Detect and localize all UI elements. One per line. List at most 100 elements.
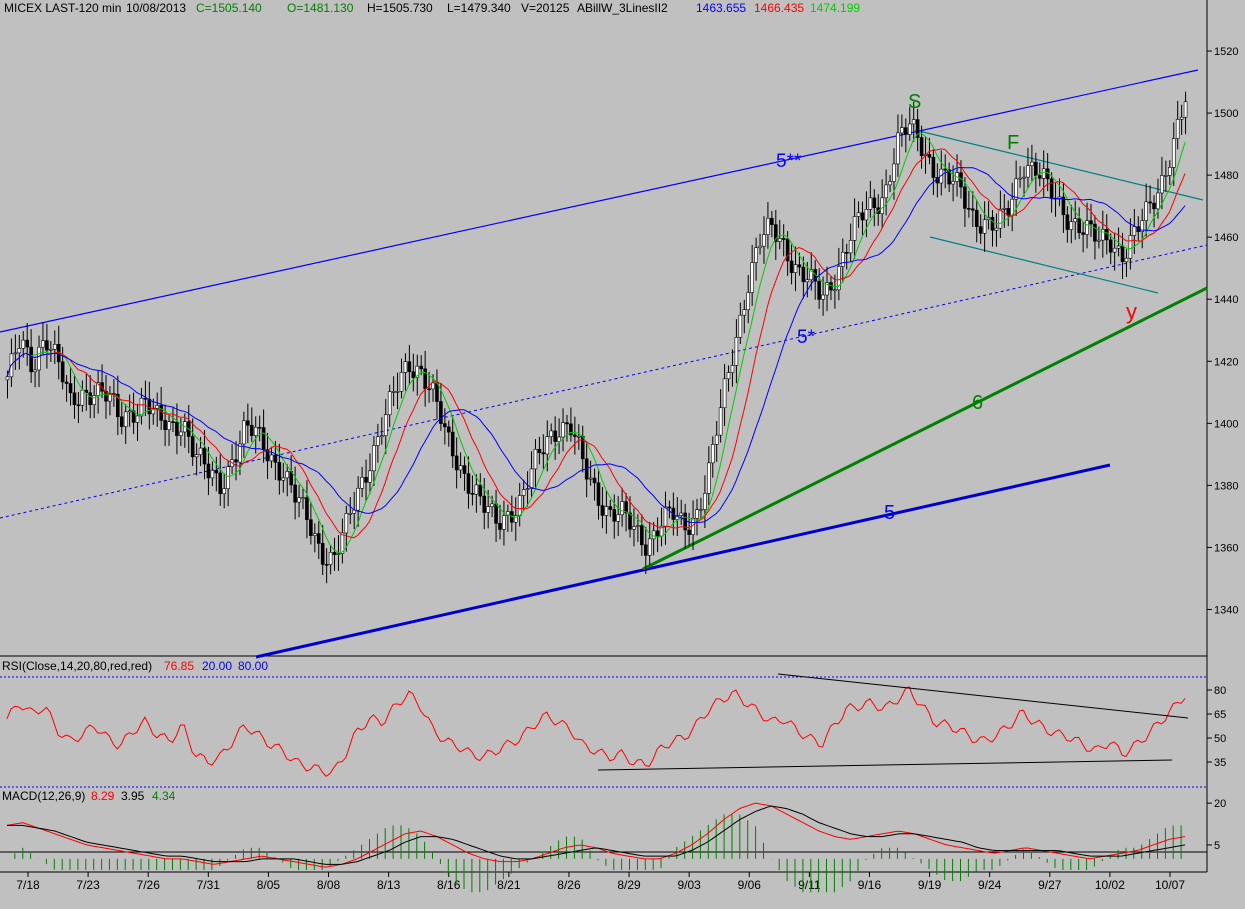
candle <box>726 365 731 392</box>
candle-body <box>817 280 821 300</box>
candle-body <box>707 462 711 494</box>
candle <box>766 202 770 249</box>
candle <box>139 387 144 425</box>
rsi-line <box>6 686 1186 777</box>
candle-body <box>750 262 754 293</box>
open-label: O=1481.130 <box>287 1 354 15</box>
candle-body <box>576 435 581 438</box>
time-tick-label: 9/03 <box>677 878 701 892</box>
candle <box>206 446 211 496</box>
symbol-label: MICEX LAST-120 min <box>4 1 121 15</box>
candle <box>238 430 242 476</box>
candle <box>246 403 250 444</box>
candle <box>116 375 120 436</box>
candle <box>427 371 431 403</box>
candle <box>900 114 904 147</box>
candle-body <box>25 339 30 348</box>
candle-body <box>545 436 550 455</box>
candle-body <box>155 405 160 409</box>
candle-body <box>640 525 644 546</box>
candle <box>576 424 581 450</box>
rsi-high-level: 80.00 <box>238 659 268 673</box>
candle-body <box>730 365 735 373</box>
time-tick-label: 9/16 <box>858 878 882 892</box>
candle-body <box>226 466 230 489</box>
candle-body <box>309 519 313 536</box>
candle-body <box>1132 226 1137 236</box>
candle-body <box>273 454 278 463</box>
candle-body <box>1037 175 1042 179</box>
candle <box>801 256 806 299</box>
rsi-upper-trendline <box>777 673 1189 719</box>
candle-body <box>427 388 431 391</box>
candle <box>1065 206 1070 243</box>
candle <box>1030 144 1034 181</box>
candle-body <box>860 212 865 221</box>
candle-body <box>825 282 829 296</box>
candle <box>963 177 967 227</box>
candle-body <box>297 497 301 503</box>
candle-body <box>785 238 790 262</box>
candle-body <box>167 421 171 431</box>
candle <box>119 402 124 435</box>
candle-body <box>17 348 22 354</box>
candle-body <box>72 392 77 406</box>
annotation-5-double-star: 5** <box>776 151 802 172</box>
candle-body <box>1018 177 1022 180</box>
candle <box>738 302 743 345</box>
candle-body <box>285 471 290 479</box>
candle-body <box>868 197 873 210</box>
candle <box>506 504 510 532</box>
candle-body <box>1085 220 1089 235</box>
candle <box>407 344 412 385</box>
candle-body <box>628 512 632 530</box>
candle <box>974 200 979 243</box>
candle-body <box>852 216 857 241</box>
candle <box>537 436 542 465</box>
time-axis-ticks: 7/18 7/23 7/26 7/31 8/05 8/08 8/13 8/16 8/21 8/26… <box>16 872 1185 892</box>
candle <box>364 459 368 501</box>
candle <box>588 460 593 486</box>
candle-body <box>1061 196 1066 216</box>
candle <box>324 548 329 584</box>
candle <box>226 460 230 507</box>
time-tick-label: 9/11 <box>798 878 821 892</box>
candle-body <box>33 369 37 373</box>
candle <box>856 201 861 228</box>
candle-body <box>1171 138 1176 168</box>
candle <box>904 118 908 153</box>
time-tick-label: 9/24 <box>978 878 1002 892</box>
candle <box>990 210 995 247</box>
candle <box>864 191 869 238</box>
candle-body <box>726 372 731 380</box>
candle <box>486 489 490 529</box>
rsi-tick-label: 65 <box>1214 709 1226 721</box>
candle-body <box>1089 220 1093 225</box>
candle <box>49 340 53 363</box>
price-tick-label: 1340 <box>1214 604 1238 616</box>
candle-body <box>88 392 93 406</box>
candle-body <box>596 482 601 506</box>
candle-body <box>92 395 96 406</box>
candle-body <box>809 269 814 281</box>
candle-body <box>1101 229 1105 241</box>
ma-blue-label: 1463.655 <box>696 1 746 15</box>
candle <box>632 508 636 547</box>
candle <box>793 246 798 292</box>
candle <box>742 299 747 334</box>
candle-body <box>336 553 341 555</box>
candle <box>1037 162 1042 187</box>
candle-body <box>517 495 522 516</box>
candle-body <box>21 339 26 349</box>
candle <box>372 435 376 486</box>
candle-body <box>742 309 747 316</box>
candle <box>710 436 715 478</box>
candle-body <box>415 365 420 378</box>
candle-body <box>770 217 774 225</box>
candle <box>379 417 384 445</box>
candle <box>915 108 920 152</box>
candle-body <box>919 137 924 156</box>
candle <box>1124 248 1129 277</box>
candle <box>1081 221 1085 253</box>
